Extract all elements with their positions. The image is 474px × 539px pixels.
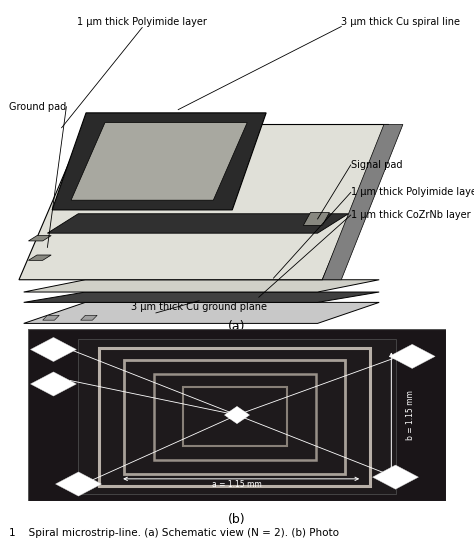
Polygon shape (24, 292, 379, 302)
Text: 3 μm thick Cu ground plane: 3 μm thick Cu ground plane (131, 302, 267, 313)
Polygon shape (389, 344, 435, 369)
Polygon shape (19, 125, 389, 280)
Polygon shape (30, 372, 76, 396)
Polygon shape (47, 214, 348, 233)
Polygon shape (373, 465, 419, 489)
Bar (100, 348, 371, 486)
Polygon shape (55, 472, 101, 496)
Polygon shape (225, 406, 249, 424)
Text: Ground pad: Ground pad (9, 102, 67, 112)
Polygon shape (52, 113, 266, 210)
Text: Signal pad: Signal pad (351, 160, 402, 170)
Polygon shape (28, 255, 51, 260)
Text: 1    Spiral microstrip-line. (a) Schematic view (N = 2). (b) Photo: 1 Spiral microstrip-line. (a) Schematic … (9, 528, 339, 538)
Polygon shape (322, 125, 403, 280)
Polygon shape (71, 122, 247, 200)
Bar (79, 339, 395, 494)
Polygon shape (303, 212, 329, 225)
Polygon shape (28, 236, 51, 241)
Text: (b): (b) (228, 513, 246, 527)
Text: (a): (a) (228, 320, 246, 333)
Text: 1 μm thick Polyimide layer: 1 μm thick Polyimide layer (77, 17, 207, 26)
Polygon shape (24, 302, 379, 323)
Polygon shape (81, 315, 97, 320)
Bar (124, 360, 346, 474)
Text: 1 μm thick Polyimide layer: 1 μm thick Polyimide layer (351, 188, 474, 197)
Text: b = 1.15 mm: b = 1.15 mm (406, 390, 415, 440)
Bar (183, 388, 287, 446)
Text: 1 μm thick CoZrNb layer: 1 μm thick CoZrNb layer (351, 210, 470, 220)
Text: 3 μm thick Cu spiral line: 3 μm thick Cu spiral line (341, 17, 460, 26)
Polygon shape (30, 337, 76, 362)
Bar (154, 374, 316, 460)
Polygon shape (43, 315, 59, 320)
Polygon shape (24, 280, 379, 292)
Text: a = 1.15 mm: a = 1.15 mm (212, 480, 262, 489)
